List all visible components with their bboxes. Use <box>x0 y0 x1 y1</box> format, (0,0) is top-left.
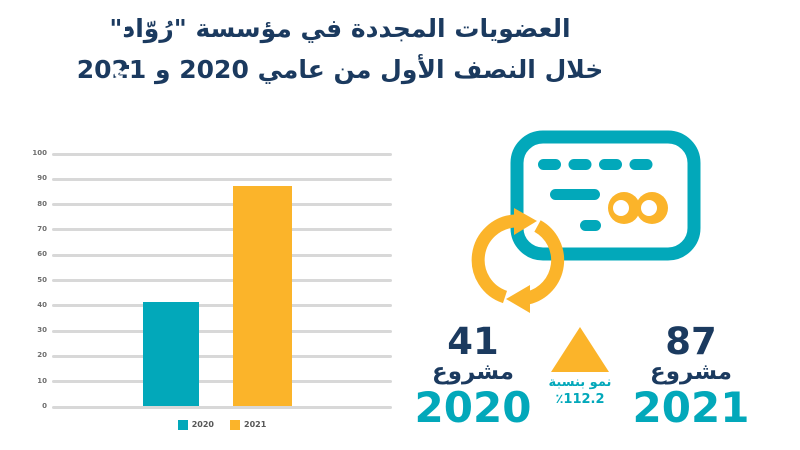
growth-percentage: ٪112.2 <box>555 391 605 407</box>
growth-indicator: نمو بنسبة ٪112.2 <box>515 327 645 409</box>
y-tick-label-80: 80 <box>37 199 47 208</box>
stat-2020-number: 41 <box>447 320 499 363</box>
gridline-0 <box>52 405 392 409</box>
gridline-70 <box>52 228 392 232</box>
stat-2020: 41 مشروع 2020 <box>403 323 543 429</box>
gridline-30 <box>52 329 392 333</box>
gridline-100 <box>52 152 392 156</box>
gridline-90 <box>52 177 392 181</box>
title-line-1: العضويات المجددة في مؤسسة "رُوّاد" <box>109 14 571 43</box>
hamza-ornament-1: ء <box>113 24 130 49</box>
legend-item-2020: 2020 <box>177 420 214 430</box>
page-title: العضويات المجددة في مؤسسة "رُوّاد" خلال … <box>55 8 625 91</box>
y-tick-label-90: 90 <box>37 174 47 183</box>
stat-2021-year: 2021 <box>632 383 750 433</box>
arrowhead-top <box>514 208 537 235</box>
stat-2020-unit: مشروع <box>432 359 514 385</box>
gridline-20 <box>52 354 392 358</box>
stat-2020-year: 2020 <box>414 383 532 433</box>
renew-cycle-arrows-icon <box>471 208 565 313</box>
card-number-dashes <box>538 159 653 170</box>
bar-2021 <box>233 185 292 406</box>
stat-2021: 87 مشروع 2021 <box>621 323 761 429</box>
stat-2021-unit: مشروع <box>650 359 732 385</box>
card-brand-circles-icon <box>608 192 668 224</box>
legend-item-2021: 2021 <box>230 420 266 430</box>
hamza-ornament-2: ء <box>113 62 130 87</box>
y-tick-label-20: 20 <box>37 351 47 360</box>
growth-triangle-icon <box>551 327 609 372</box>
growth-label: نمو بنسبة <box>548 375 612 390</box>
plot-area: 0 10 20 30 40 50 60 70 80 90 100 <box>32 150 392 410</box>
legend-swatch-icon <box>177 420 188 430</box>
y-tick-label-10: 10 <box>37 376 47 385</box>
gridline-60 <box>52 253 392 257</box>
y-tick-label-60: 60 <box>37 250 47 259</box>
y-tick-label-40: 40 <box>37 300 47 309</box>
legend-label: 2020 <box>191 420 214 429</box>
arrowhead-bottom <box>506 285 530 313</box>
y-tick-label-0: 0 <box>42 402 47 410</box>
credit-card-icon <box>510 130 701 261</box>
card-line-icon <box>550 189 600 200</box>
y-tick-label-100: 100 <box>32 149 47 157</box>
membership-renewal-illustration <box>471 130 701 313</box>
stat-2021-number: 87 <box>665 320 717 363</box>
title-line-2: خلال النصف الأول من عامي 2020 و 2021 <box>76 55 604 85</box>
legend-label: 2021 <box>244 420 267 429</box>
legend-swatch-icon <box>230 420 240 430</box>
bar-2020 <box>143 302 199 406</box>
card-short-line-icon <box>580 220 601 231</box>
gridline-10 <box>52 380 392 384</box>
gridline-50 <box>52 279 392 282</box>
chart-legend: 2020 2021 <box>52 420 392 430</box>
bar-chart: 0 10 20 30 40 50 60 70 80 90 100 2020 2021 <box>28 142 400 442</box>
y-tick-label-70: 70 <box>37 224 47 233</box>
gridline-40 <box>52 304 392 308</box>
y-tick-label-30: 30 <box>37 326 47 335</box>
gridline-80 <box>52 203 392 207</box>
y-tick-label-50: 50 <box>37 275 47 284</box>
